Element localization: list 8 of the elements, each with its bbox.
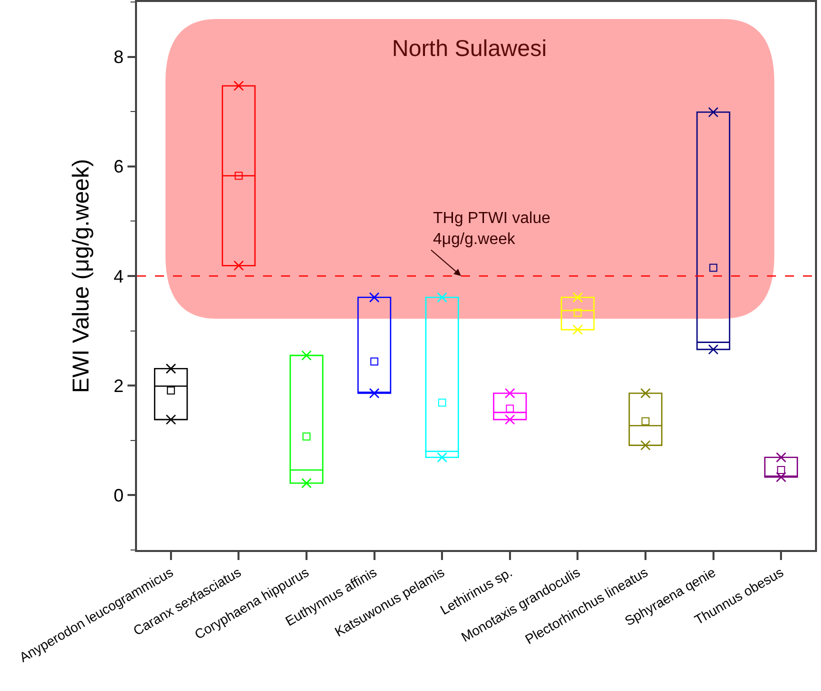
y-tick-label: 4 (114, 266, 124, 286)
y-tick-label: 2 (114, 376, 124, 396)
y-tick-label: 8 (114, 47, 124, 68)
y-axis-title: EWI Value (μg/g.week) (68, 159, 94, 393)
y-tick-label: 6 (114, 156, 124, 177)
band-label: North Sulawesi (392, 35, 547, 61)
ref-line-label: THg PTWI value 4μg/g.week (433, 210, 550, 248)
y-tick-label: 0 (114, 486, 124, 506)
